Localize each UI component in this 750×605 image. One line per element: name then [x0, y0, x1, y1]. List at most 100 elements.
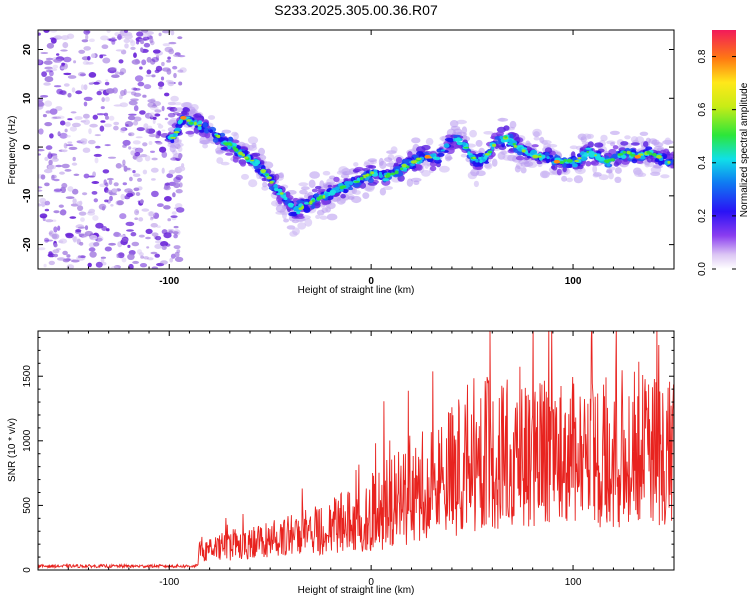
ridge-blob: [198, 120, 203, 125]
noise-speckle: [107, 156, 117, 159]
noise-speckle: [133, 187, 140, 192]
ridge-blob: [608, 172, 614, 180]
noise-speckle: [155, 235, 162, 241]
noise-speckle: [173, 234, 178, 239]
ridge-blob: [266, 176, 272, 180]
noise-speckle: [68, 146, 78, 150]
noise-speckle: [70, 111, 77, 114]
ridge-blob: [322, 170, 331, 176]
noise-speckle: [40, 52, 49, 54]
colorbar-tick-label: 0.2: [697, 209, 708, 223]
ridge-blob: [546, 156, 550, 160]
noise-speckle: [94, 157, 99, 164]
ridge-blob: [614, 176, 622, 183]
ridge-peak: [180, 116, 187, 120]
noise-speckle: [163, 205, 171, 210]
ridge-blob: [340, 173, 350, 179]
noise-speckle: [104, 144, 111, 147]
ridge-blob: [606, 162, 611, 167]
noise-speckle: [58, 204, 64, 208]
ridge-blob: [353, 162, 359, 167]
noise-speckle: [53, 253, 59, 258]
ridge-blob: [475, 139, 483, 147]
noise-speckle: [107, 177, 114, 181]
noise-speckle: [40, 95, 49, 98]
snr-series-line: [38, 331, 674, 570]
ridge-blob: [231, 131, 238, 137]
ridge-blob: [301, 186, 310, 191]
noise-speckle: [53, 226, 58, 233]
noise-speckle: [175, 203, 183, 209]
noise-speckle: [164, 182, 170, 186]
noise-speckle: [77, 205, 84, 212]
ridge-blob: [620, 154, 627, 159]
ridge-blob: [610, 142, 615, 147]
ridge-blob: [277, 188, 283, 193]
ridge-blob: [594, 142, 604, 148]
noise-speckle: [140, 40, 145, 45]
ridge-blob: [533, 136, 540, 141]
noise-speckle: [141, 59, 147, 66]
ridge-blob: [600, 134, 608, 142]
noise-speckle: [44, 239, 54, 242]
ridge-blob: [173, 142, 184, 148]
ridge-blob: [424, 160, 430, 169]
noise-speckle: [103, 179, 107, 186]
ridge-blob: [283, 218, 290, 223]
noise-speckle: [43, 263, 47, 268]
ridge-blob: [315, 214, 321, 219]
ridge-blob: [609, 130, 620, 135]
ridge-blob: [479, 159, 483, 164]
noise-speckle: [120, 90, 126, 96]
ridge-blob: [499, 117, 505, 122]
noise-speckle: [51, 174, 55, 181]
noise-speckle: [53, 210, 60, 214]
noise-speckle: [124, 43, 129, 49]
noise-speckle: [146, 257, 154, 261]
noise-speckle: [83, 119, 90, 125]
noise-speckle: [141, 30, 149, 33]
noise-speckle: [63, 56, 72, 63]
noise-speckle: [102, 57, 111, 64]
noise-speckle: [60, 49, 68, 52]
spectrogram-ylabel: Frequency (Hz): [7, 116, 18, 185]
noise-speckle: [44, 76, 54, 83]
noise-speckle: [143, 123, 149, 129]
noise-speckle: [169, 257, 174, 263]
ridge-blob: [203, 127, 210, 134]
noise-speckle: [138, 252, 144, 257]
ridge-layer: [164, 102, 674, 237]
ridge-blob: [521, 147, 527, 151]
ridge-blob: [202, 122, 208, 128]
y-tick-label: 1000: [22, 429, 33, 452]
noise-speckle: [115, 163, 122, 169]
noise-speckle: [157, 81, 165, 87]
ridge-blob: [194, 121, 197, 126]
ridge-blob: [394, 170, 399, 175]
noise-speckle: [134, 217, 139, 220]
noise-speckle: [166, 173, 174, 179]
snr-plot-area: [38, 331, 674, 570]
noise-speckle: [53, 188, 63, 192]
ridge-blob: [453, 134, 461, 138]
noise-speckle: [92, 171, 96, 178]
noise-speckle: [164, 117, 169, 121]
ridge-blob: [378, 171, 382, 176]
ridge-blob: [508, 139, 513, 143]
noise-speckle: [128, 263, 134, 269]
noise-speckle: [55, 164, 63, 168]
ridge-blob: [390, 146, 398, 154]
noise-speckle: [51, 219, 57, 222]
ridge-blob: [258, 147, 265, 156]
ridge-blob: [220, 146, 228, 151]
noise-speckle: [131, 59, 141, 65]
noise-speckle: [163, 232, 172, 239]
ridge-blob: [585, 160, 592, 167]
ridge-blob: [197, 124, 202, 127]
noise-speckle: [137, 177, 142, 182]
noise-speckle: [83, 101, 88, 107]
ridge-blob: [569, 145, 578, 150]
noise-speckle: [89, 123, 98, 128]
noise-speckle: [104, 96, 110, 102]
ridge-blob: [405, 165, 410, 169]
